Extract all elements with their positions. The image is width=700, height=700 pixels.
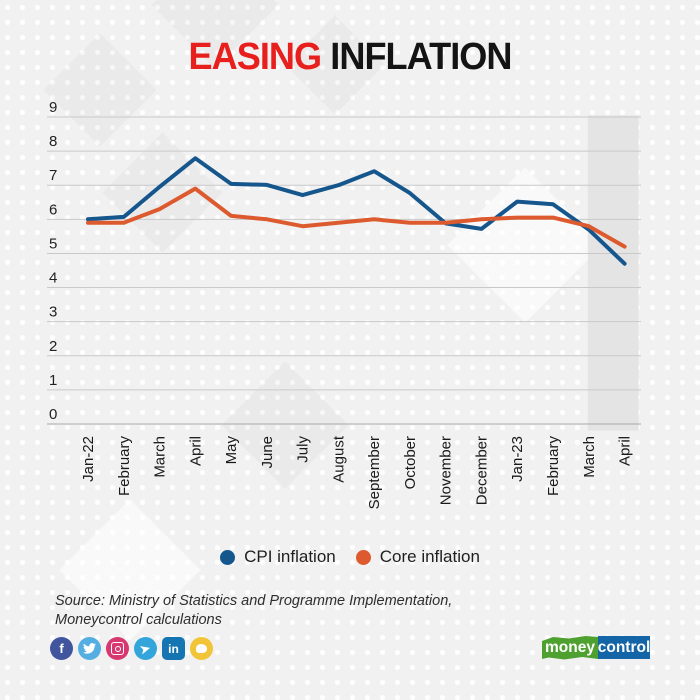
moneycontrol-logo[interactable]: money control [542,635,650,660]
chart-svg: 0 1 2 3 4 5 6 7 8 9 Jan-22 February March April May Jun… [47,99,641,509]
facebook-glyph: f [59,641,64,656]
title-highlight: EASING [188,36,322,78]
x-tick-label: Jan-22 [80,436,97,482]
telegram-icon[interactable]: ➤ [134,637,157,660]
source-note: Source: Ministry of Statistics and Progr… [55,592,452,629]
instagram-camera-glyph [111,642,124,655]
legend-item-cpi: CPI inflation [220,547,336,567]
y-tick-label: 1 [49,372,57,389]
x-tick-label: July [295,436,312,463]
instagram-lens [114,645,121,652]
linkedin-icon[interactable]: in [162,637,185,660]
x-tick-label: October [402,436,419,489]
linkedin-in-glyph: in [168,641,179,656]
logo-control-box: control [598,636,650,659]
koo-icon[interactable] [190,637,213,660]
twitter-bird-glyph [83,643,96,654]
cpi-inflation-line [86,156,627,266]
twitter-icon[interactable] [78,637,101,660]
core-inflation-line [86,186,627,249]
logo-money-flag: money [542,636,598,660]
y-tick-label: 7 [49,167,57,184]
x-tick-label: August [330,435,347,483]
telegram-plane-glyph: ➤ [138,640,153,657]
legend-item-core: Core inflation [355,547,480,567]
chart-legend: CPI inflation Core inflation [0,547,700,567]
x-tick-label: February [545,435,562,496]
social-icons-row: f ➤ in [50,637,213,660]
facebook-icon[interactable]: f [50,637,73,660]
x-tick-label: April [187,436,204,466]
x-tick-label: Jan-23 [509,436,526,482]
y-tick-label: 2 [49,338,57,355]
inflation-line-chart: 0 1 2 3 4 5 6 7 8 9 Jan-22 February March April May Jun… [45,95,661,542]
x-tick-label: September [366,436,383,509]
x-tick-label: February [116,435,133,496]
core-legend-dot-icon [355,549,371,565]
y-tick-label: 4 [49,270,57,287]
koo-bird-glyph [196,644,207,653]
x-tick-label: June [259,436,276,469]
source-line-2: Moneycontrol calculations [55,611,222,628]
source-line-1: Source: Ministry of Statistics and Progr… [55,593,453,609]
x-tick-label: April [617,436,634,466]
x-tick-label: November [438,436,455,505]
y-tick-label: 9 [49,99,57,116]
core-legend-label: Core inflation [379,547,480,566]
cpi-legend-dot-icon [220,549,236,565]
y-tick-label: 8 [49,133,57,150]
highlight-band [587,115,639,431]
x-tick-label: May [223,435,240,464]
y-tick-label: 3 [49,304,57,321]
y-tick-label: 0 [49,406,57,423]
cpi-legend-label: CPI inflation [244,547,336,566]
title-rest: INFLATION [321,36,512,78]
y-tick-label: 6 [49,201,57,218]
y-tick-label: 5 [49,235,57,252]
instagram-icon[interactable] [106,637,129,660]
x-tick-label: March [581,436,598,478]
x-tick-label: March [152,436,169,478]
x-tick-label: December [473,436,490,505]
page-title: EASING INFLATION [18,36,683,79]
